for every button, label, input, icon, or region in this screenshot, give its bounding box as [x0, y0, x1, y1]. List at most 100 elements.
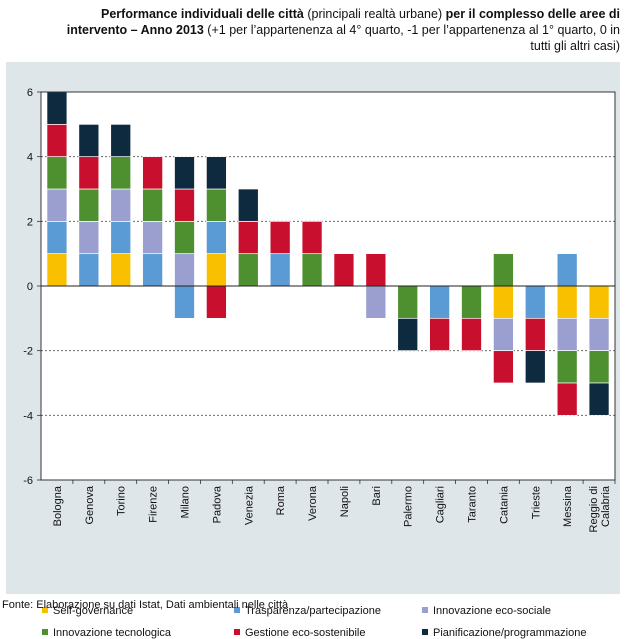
legend-swatch: [234, 607, 240, 614]
x-tick-label: Torino: [116, 486, 128, 516]
bar-segment: [461, 285, 482, 319]
x-tick-label: Firenze: [148, 486, 160, 523]
bar-segment: [142, 220, 163, 255]
stacked-bar-chart: -6 -4 -2 0 2 4 6 Bologna Genova Torino Firenze Mila…: [23, 87, 616, 532]
legend-item: Innovazione tecnologica: [42, 627, 171, 639]
legend-label: Pianificazione/programmazione: [433, 627, 587, 639]
x-tick-label-line: Taranto: [467, 486, 479, 523]
bar-segment: [78, 188, 100, 222]
x-tick-label-line: Genova: [84, 485, 96, 524]
y-tick-label: -2: [23, 346, 33, 358]
legend-swatch: [42, 629, 48, 636]
bar-segment: [301, 220, 323, 255]
x-tick-label: Venezia: [243, 485, 255, 525]
x-tick-label: Napoli: [339, 486, 351, 517]
bar-segment: [397, 317, 419, 352]
bar-segment: [333, 253, 355, 287]
bar-segment: [46, 253, 68, 287]
bar-segment: [78, 220, 100, 255]
legend-label: Trasparenza/partecipazione: [245, 605, 381, 617]
x-tick-label-line: Napoli: [339, 486, 351, 517]
legend-item: Trasparenza/partecipazione: [234, 605, 381, 617]
x-tick-label: Reggio diCalabria: [588, 485, 612, 532]
bar-segment: [46, 156, 68, 190]
x-tick-label: Trieste: [530, 486, 542, 519]
bar-segment: [524, 285, 546, 319]
bar-segment: [556, 285, 578, 319]
bar-segment: [206, 156, 227, 190]
bar-segment: [206, 253, 227, 287]
bar-segment: [174, 156, 195, 190]
bar-segment: [237, 220, 259, 255]
x-tick-label-line: Reggio di: [588, 486, 600, 532]
legend-item: Gestione eco-sostenibile: [234, 627, 365, 639]
bar-segment: [365, 285, 387, 319]
x-tick-label-line: Milano: [180, 486, 192, 518]
legend-swatch: [422, 607, 428, 614]
bar-segment: [46, 188, 68, 222]
bar-segment: [142, 253, 163, 287]
bar-segment: [78, 123, 100, 158]
x-tick-label: Taranto: [467, 486, 479, 523]
bar-segment: [110, 156, 132, 190]
legend-label: Gestione eco-sostenibile: [245, 627, 366, 639]
bar-segment: [269, 220, 291, 255]
x-tick-label-line: Cagliari: [435, 486, 447, 523]
legend-label: Self-governance: [53, 605, 134, 617]
bar-segment: [46, 123, 68, 158]
legend-item: Pianificazione/programmazione: [422, 627, 586, 639]
x-tick-label-line: Venezia: [243, 485, 255, 525]
x-tick-label-line: Bologna: [52, 485, 64, 526]
x-tick-label: Catania: [498, 485, 510, 524]
bar-segment: [461, 317, 482, 352]
bar-segment: [206, 188, 227, 222]
bar-segment: [493, 317, 514, 352]
x-tick-label-line: Bari: [371, 486, 383, 506]
x-tick-label-line: Firenze: [148, 486, 160, 523]
legend-label: Innovazione tecnologica: [53, 627, 172, 639]
bar-segment: [174, 253, 195, 287]
bar-segment: [493, 350, 514, 384]
bar-segment: [46, 91, 68, 125]
source-note: Fonte: Elaborazione su dati Istat, Dati …: [2, 599, 289, 611]
x-tick-label-line: Catania: [498, 485, 510, 524]
title-normal-2: (+1 per l’appartenenza al 4° quarto, -1 …: [203, 23, 620, 53]
title-bold-1: Performance individuali delle città: [101, 7, 304, 21]
bar-segment: [174, 285, 195, 319]
legend-swatch: [42, 607, 48, 614]
x-tick-label-line: Verona: [307, 485, 319, 521]
x-tick-label-line: Calabria: [600, 485, 612, 527]
bar-segment: [556, 253, 578, 287]
bar-segment: [588, 350, 610, 384]
y-tick-label: 6: [27, 87, 33, 99]
x-tick-label: Bari: [371, 486, 383, 506]
x-tick-label-line: Trieste: [530, 486, 542, 519]
bar-segment: [78, 156, 100, 190]
bar-segment: [110, 253, 132, 287]
bar-segment: [110, 220, 132, 255]
x-tick-label-line: Padova: [211, 485, 223, 523]
bar-segment: [493, 253, 514, 287]
bar-segment: [142, 156, 163, 190]
bar-segment: [493, 285, 514, 319]
bar-segment: [110, 188, 132, 222]
x-tick-label: Bologna: [52, 485, 64, 526]
bar-segment: [110, 123, 132, 158]
x-tick-label: Genova: [84, 485, 96, 524]
y-tick-label: -6: [23, 475, 33, 487]
legend-item: Innovazione eco-sociale: [422, 605, 551, 617]
bar-segment: [237, 253, 259, 287]
bar-segment: [556, 382, 578, 416]
x-tick-label: Roma: [275, 485, 287, 515]
y-tick-label: 2: [27, 216, 33, 228]
plot-frame: [40, 91, 616, 481]
y-tick-label: 0: [27, 281, 33, 293]
x-tick-label: Verona: [307, 485, 319, 521]
x-tick-label-line: Messina: [562, 485, 574, 527]
chart-panel: -6 -4 -2 0 2 4 6 Bologna Genova Torino Firenze Mila…: [6, 62, 620, 639]
x-tick-label-line: Roma: [275, 485, 287, 515]
legend-swatch: [422, 629, 428, 636]
y-tick-label: 4: [27, 152, 33, 164]
bar-segment: [588, 317, 610, 352]
x-tick-label-line: Palermo: [403, 486, 415, 527]
